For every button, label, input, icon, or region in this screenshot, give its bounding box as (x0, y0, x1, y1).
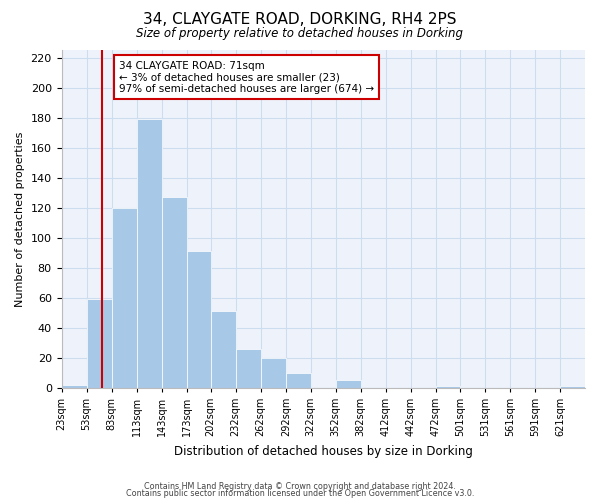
Bar (112, 208, 137, 388)
Bar (236, 348, 261, 388)
Bar (211, 311, 236, 388)
Bar (560, 386, 585, 388)
Y-axis label: Number of detached properties: Number of detached properties (15, 131, 25, 306)
Text: Contains public sector information licensed under the Open Government Licence v3: Contains public sector information licen… (126, 489, 474, 498)
Bar (62, 385, 86, 388)
Bar (86, 299, 112, 388)
Bar (187, 251, 211, 388)
Text: 34, CLAYGATE ROAD, DORKING, RH4 2PS: 34, CLAYGATE ROAD, DORKING, RH4 2PS (143, 12, 457, 28)
Bar (261, 358, 286, 388)
Text: 34 CLAYGATE ROAD: 71sqm
← 3% of detached houses are smaller (23)
97% of semi-det: 34 CLAYGATE ROAD: 71sqm ← 3% of detached… (119, 60, 374, 94)
X-axis label: Distribution of detached houses by size in Dorking: Distribution of detached houses by size … (174, 444, 473, 458)
Text: Contains HM Land Registry data © Crown copyright and database right 2024.: Contains HM Land Registry data © Crown c… (144, 482, 456, 491)
Text: Size of property relative to detached houses in Dorking: Size of property relative to detached ho… (137, 28, 464, 40)
Bar (286, 373, 311, 388)
Bar (161, 197, 187, 388)
Bar (436, 386, 460, 388)
Bar (137, 119, 161, 388)
Bar (336, 380, 361, 388)
